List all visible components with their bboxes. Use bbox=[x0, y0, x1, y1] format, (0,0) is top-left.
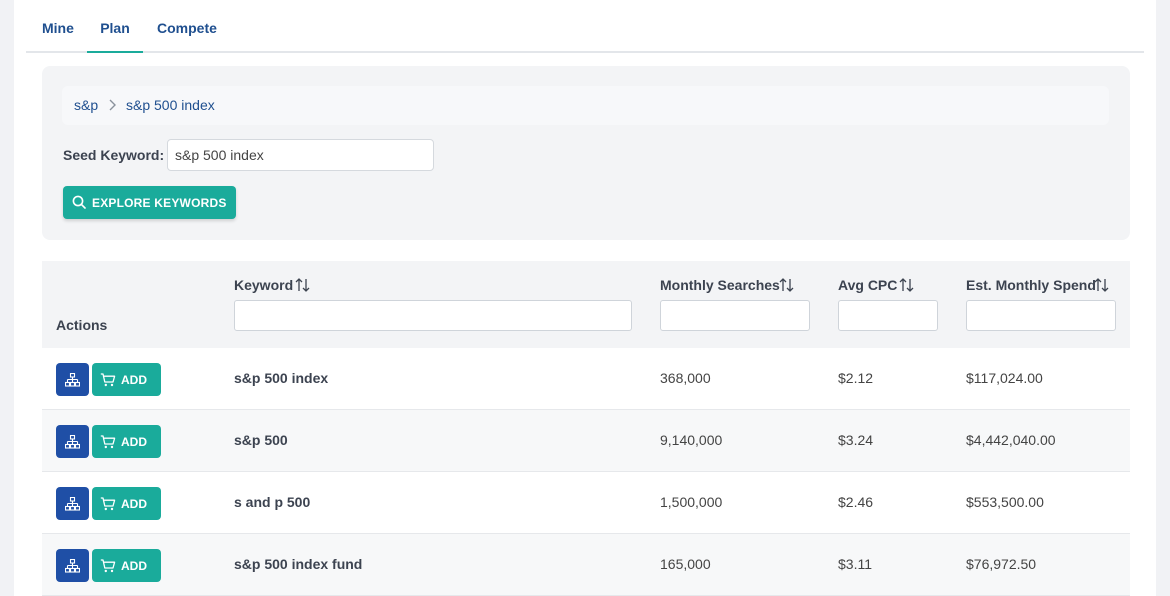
column-header-actions: Actions bbox=[56, 317, 108, 333]
est-monthly-spend-cell: $4,442,040.00 bbox=[966, 432, 1056, 448]
avg-cpc-cell: $3.11 bbox=[838, 556, 872, 572]
sort-icon[interactable] bbox=[899, 278, 915, 292]
column-header-est-monthly-spend[interactable]: Est. Monthly Spend bbox=[966, 277, 1096, 293]
monthly-searches-filter-input[interactable] bbox=[660, 300, 810, 331]
sort-icon[interactable] bbox=[295, 278, 311, 292]
est-monthly-spend-cell: $553,500.00 bbox=[966, 494, 1044, 510]
avg-cpc-cell: $2.12 bbox=[838, 370, 874, 386]
column-header-avg-cpc[interactable]: Avg CPC bbox=[838, 277, 898, 293]
keyword-cell: s&p 500 bbox=[234, 432, 288, 448]
search-icon bbox=[72, 195, 86, 209]
explore-related-button[interactable] bbox=[56, 425, 89, 458]
monthly-searches-cell: 165,000 bbox=[660, 556, 711, 572]
est-monthly-spend-cell: $117,024.00 bbox=[966, 370, 1043, 386]
seed-keyword-input[interactable]: s&p 500 index bbox=[167, 139, 434, 171]
monthly-searches-cell: 1,500,000 bbox=[660, 494, 723, 510]
explore-related-button[interactable] bbox=[56, 487, 89, 520]
keyword-planner-card: Mine Plan Compete s&p s&p 500 index Seed… bbox=[14, 0, 1156, 596]
chevron-right-icon bbox=[109, 99, 116, 111]
tab-bar: Mine Plan Compete bbox=[26, 0, 1144, 53]
table-row: Add s&p 500 index fund 165,000 $3.11 $76… bbox=[42, 534, 1130, 596]
explore-related-button[interactable] bbox=[56, 363, 89, 396]
avg-cpc-filter-input[interactable] bbox=[838, 300, 938, 331]
cart-icon bbox=[100, 497, 116, 511]
table-header: Actions Keyword Monthly Searches Avg CPC… bbox=[42, 261, 1130, 348]
keyword-cell: s and p 500 bbox=[234, 494, 311, 510]
tab-mine[interactable]: Mine bbox=[42, 20, 74, 36]
explore-related-button[interactable] bbox=[56, 549, 89, 582]
keyword-filter-input[interactable] bbox=[234, 300, 632, 331]
sitemap-icon bbox=[65, 373, 80, 387]
avg-cpc-cell: $3.24 bbox=[838, 432, 874, 448]
seed-keyword-label: Seed Keyword: bbox=[63, 147, 165, 163]
add-label: Add bbox=[121, 559, 147, 573]
keyword-cell: s&p 500 index bbox=[234, 370, 329, 386]
tab-plan[interactable]: Plan bbox=[87, 0, 143, 53]
add-keyword-button[interactable]: Add bbox=[92, 363, 161, 396]
monthly-searches-cell: 368,000 bbox=[660, 370, 711, 386]
sort-icon[interactable] bbox=[779, 278, 795, 292]
breadcrumb-item-root[interactable]: s&p bbox=[74, 97, 99, 113]
cart-icon bbox=[100, 559, 116, 573]
add-keyword-button[interactable]: Add bbox=[92, 549, 161, 582]
avg-cpc-cell: $2.46 bbox=[838, 494, 874, 510]
keyword-cell: s&p 500 index fund bbox=[234, 556, 363, 572]
column-header-keyword[interactable]: Keyword bbox=[234, 277, 294, 293]
explore-keywords-label: Explore Keywords bbox=[92, 196, 227, 210]
table-row: Add s&p 500 index 368,000 $2.12 $117,024… bbox=[42, 348, 1130, 410]
sort-icon[interactable] bbox=[1094, 278, 1110, 292]
cart-icon bbox=[100, 373, 116, 387]
add-label: Add bbox=[121, 497, 147, 511]
cart-icon bbox=[100, 435, 116, 449]
add-keyword-button[interactable]: Add bbox=[92, 487, 161, 520]
table-row: Add s and p 500 1,500,000 $2.46 $553,500… bbox=[42, 472, 1130, 534]
sitemap-icon bbox=[65, 559, 80, 573]
sitemap-icon bbox=[65, 435, 80, 449]
monthly-searches-cell: 9,140,000 bbox=[660, 432, 723, 448]
breadcrumb: s&p s&p 500 index bbox=[62, 86, 1109, 125]
add-label: Add bbox=[121, 373, 147, 387]
est-monthly-spend-filter-input[interactable] bbox=[966, 300, 1116, 331]
tab-compete[interactable]: Compete bbox=[157, 20, 217, 36]
column-header-monthly-searches[interactable]: Monthly Searches bbox=[660, 277, 780, 293]
sitemap-icon bbox=[65, 497, 80, 511]
add-label: Add bbox=[121, 435, 147, 449]
explore-keywords-button[interactable]: Explore Keywords bbox=[63, 186, 236, 219]
search-panel: s&p s&p 500 index Seed Keyword: s&p 500 … bbox=[42, 66, 1130, 240]
add-keyword-button[interactable]: Add bbox=[92, 425, 161, 458]
table-row: Add s&p 500 9,140,000 $3.24 $4,442,040.0… bbox=[42, 410, 1130, 472]
est-monthly-spend-cell: $76,972.50 bbox=[966, 556, 1037, 572]
breadcrumb-item-current[interactable]: s&p 500 index bbox=[126, 97, 215, 113]
